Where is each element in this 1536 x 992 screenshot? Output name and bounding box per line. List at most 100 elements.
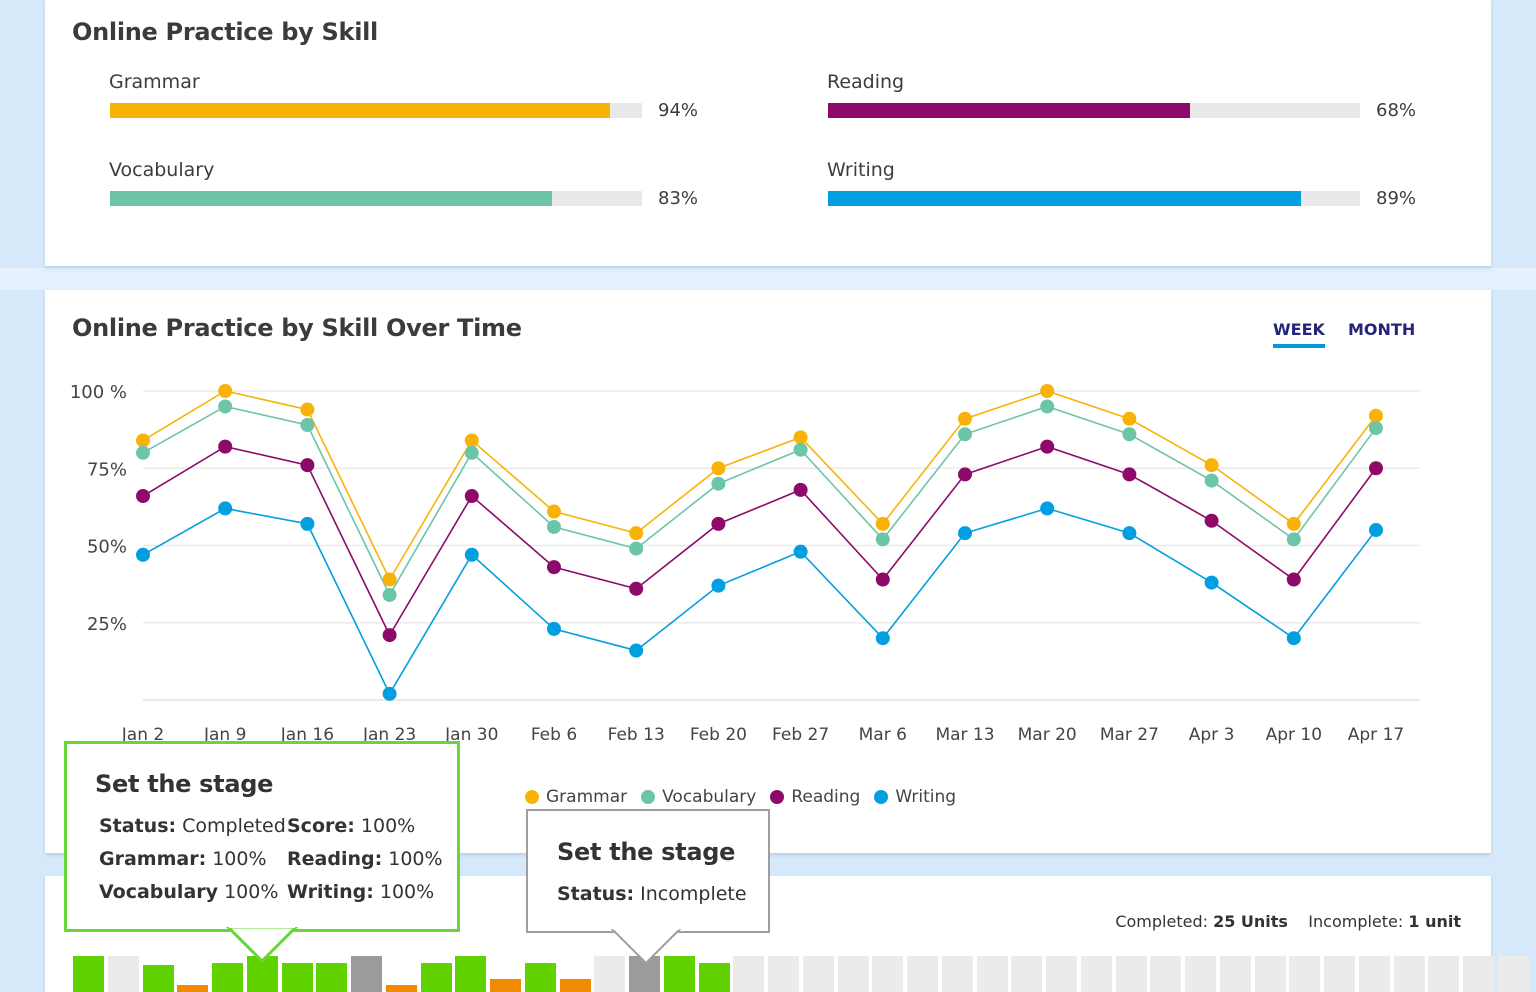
data-point-grammar: [1286, 516, 1301, 531]
data-point-vocabulary: [382, 587, 397, 602]
data-point-reading: [793, 482, 808, 497]
unit-block-empty[interactable]: [907, 956, 938, 992]
data-point-reading: [629, 581, 644, 596]
tooltip-reading-value: 100%: [388, 848, 443, 870]
skill-track: [110, 191, 642, 206]
x-tick-label: Feb 6: [531, 725, 577, 745]
x-tick-label: Jan 23: [362, 725, 416, 745]
unit-block-empty[interactable]: [1219, 956, 1251, 992]
x-tick-label: Mar 27: [1100, 725, 1159, 745]
legend-label: Writing: [895, 787, 957, 807]
unit-block-empty[interactable]: [1497, 956, 1529, 992]
unit-block-complete[interactable]: [455, 956, 487, 992]
data-point-writing: [547, 621, 561, 636]
skill-fill: [828, 191, 1302, 206]
data-point-writing: [1040, 501, 1055, 516]
unit-block-empty[interactable]: [1150, 956, 1182, 992]
skill-track: [110, 103, 642, 118]
legend-item-reading: Reading: [770, 787, 860, 807]
unit-block-empty[interactable]: [837, 956, 869, 992]
x-tick-label: Mar 20: [1018, 725, 1077, 745]
unit-block-empty[interactable]: [768, 956, 799, 992]
data-point-writing: [382, 686, 397, 701]
unit-block-empty[interactable]: [733, 956, 765, 992]
skill-percent: 89%: [1376, 188, 1417, 209]
data-point-reading: [875, 572, 890, 587]
unit-block-empty[interactable]: [941, 956, 973, 992]
unit-block-partial[interactable]: [177, 985, 209, 992]
data-point-grammar: [711, 461, 726, 476]
unit-block-empty[interactable]: [1115, 956, 1147, 992]
legend-label: Vocabulary: [662, 787, 757, 807]
unit-block-empty[interactable]: [107, 956, 139, 992]
data-point-reading: [1040, 439, 1055, 454]
unit-block-incomplete[interactable]: [351, 956, 382, 992]
tooltip-status-label: Status:: [557, 883, 635, 905]
unit-block-complete[interactable]: [663, 956, 695, 992]
data-point-writing: [711, 578, 726, 593]
unit-block-complete[interactable]: [142, 965, 174, 992]
unit-block-empty[interactable]: [872, 956, 904, 992]
legend-item-grammar: Grammar: [525, 787, 627, 807]
tooltip-writing: Writing: 100%: [287, 881, 434, 903]
data-point-vocabulary: [1122, 427, 1137, 442]
data-point-vocabulary: [218, 399, 233, 414]
unit-block-empty[interactable]: [1046, 956, 1077, 992]
unit-block-empty[interactable]: [1011, 956, 1043, 992]
data-point-reading: [300, 458, 315, 473]
unit-block-complete[interactable]: [281, 963, 313, 992]
data-point-writing: [218, 501, 233, 516]
unit-tooltip-incomplete: Set the stage Status: Incomplete: [526, 809, 770, 933]
unit-block-complete[interactable]: [212, 963, 243, 992]
legend-dot: [641, 790, 656, 804]
unit-block-complete[interactable]: [524, 963, 556, 992]
legend-dot: [770, 790, 785, 804]
tab-month[interactable]: MONTH: [1348, 320, 1415, 339]
skill-fill: [110, 191, 552, 206]
unit-block-empty[interactable]: [1428, 956, 1460, 992]
unit-block-complete[interactable]: [420, 963, 452, 992]
unit-block-empty[interactable]: [1393, 956, 1425, 992]
unit-block-empty[interactable]: [976, 956, 1008, 992]
incomplete-value: 1 unit: [1408, 912, 1461, 931]
unit-tooltip-completed: Set the stage Status: Completed Score: 1…: [64, 741, 460, 932]
unit-block-empty[interactable]: [1358, 956, 1390, 992]
data-point-reading: [1204, 513, 1219, 528]
y-tick-label: 25%: [87, 614, 127, 635]
data-point-writing: [958, 526, 972, 541]
data-point-vocabulary: [136, 445, 150, 460]
data-point-vocabulary: [875, 532, 890, 547]
data-point-grammar: [300, 402, 315, 417]
x-tick-label: Feb 20: [690, 725, 747, 745]
unit-block-complete[interactable]: [698, 963, 730, 992]
unit-block-partial[interactable]: [385, 985, 417, 992]
tooltip-status-label: Status:: [99, 815, 177, 837]
data-point-reading: [136, 489, 150, 504]
data-point-vocabulary: [793, 442, 808, 457]
unit-block-complete[interactable]: [73, 956, 104, 992]
unit-block-complete[interactable]: [316, 963, 348, 992]
skill-label: Reading: [827, 71, 905, 93]
background-band: [0, 268, 1536, 290]
skill-bar-writing: Writing 89%: [827, 159, 1427, 219]
data-point-writing: [1204, 575, 1219, 590]
tooltip-grammar: Grammar: 100%: [99, 848, 267, 870]
unit-block-empty[interactable]: [594, 956, 626, 992]
unit-block-partial[interactable]: [490, 979, 521, 992]
unit-block-empty[interactable]: [1289, 956, 1321, 992]
skill-track: [828, 191, 1360, 206]
x-tick-label: Apr 10: [1266, 725, 1322, 745]
unit-block-partial[interactable]: [559, 979, 591, 992]
y-tick-label: 75%: [87, 459, 127, 480]
unit-block-empty[interactable]: [802, 956, 834, 992]
unit-block-empty[interactable]: [1463, 956, 1494, 992]
tab-week[interactable]: WEEK: [1273, 320, 1325, 348]
unit-block-empty[interactable]: [1324, 956, 1355, 992]
data-point-vocabulary: [300, 417, 315, 432]
unit-block-empty[interactable]: [1254, 956, 1286, 992]
tooltip-status: Status: Completed: [99, 815, 286, 837]
y-tick-label: 50%: [87, 537, 127, 558]
unit-block-empty[interactable]: [1185, 956, 1216, 992]
data-point-reading: [1122, 467, 1137, 482]
unit-block-empty[interactable]: [1080, 956, 1112, 992]
